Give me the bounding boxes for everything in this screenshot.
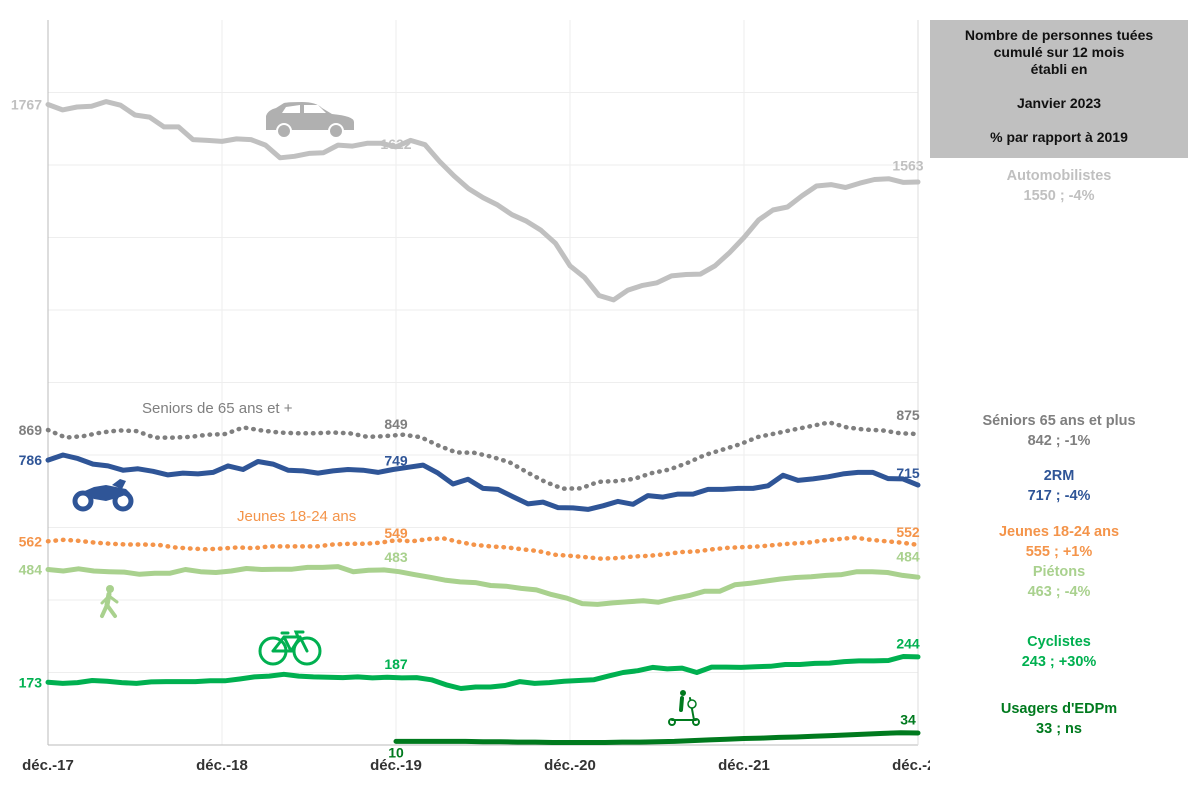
x-tick-label: déc.-17 bbox=[22, 757, 74, 774]
x-tick-label: déc.-21 bbox=[718, 757, 770, 774]
data-label-2rm: 786 bbox=[19, 452, 43, 468]
side-label-name: Jeunes 18-24 ans bbox=[998, 524, 1120, 540]
data-label-edpm: 34 bbox=[900, 712, 916, 728]
data-label-auto: 1622 bbox=[380, 136, 411, 152]
side-label-name: Séniors 65 ans et plus bbox=[982, 413, 1136, 429]
info-title-line-2: cumulé sur 12 mois bbox=[993, 44, 1125, 60]
side-label-name: Cyclistes bbox=[1027, 634, 1091, 650]
side-label-name: 2RM bbox=[1043, 468, 1075, 484]
data-labels: 1767 1622 1563 869 849 875 786 749 715 562 549 552 4… bbox=[11, 96, 924, 760]
annotation-seniors: Seniors de 65 ans et + bbox=[142, 400, 293, 417]
data-label-edpm: 10 bbox=[388, 744, 404, 760]
series-line-pietons bbox=[45, 564, 921, 607]
side-label-seniors: Séniors 65 ans et plus 842 ; -1% bbox=[930, 411, 1188, 451]
x-tick-labels: déc.-17 déc.-18 déc.-19 déc.-20 déc.-21 déc.-… bbox=[22, 757, 930, 774]
side-label-value: 33 ; ns bbox=[1036, 721, 1082, 737]
side-label-cyclistes: Cyclistes 243 ; +30% bbox=[930, 632, 1188, 672]
side-label-value: 1550 ; -4% bbox=[1023, 188, 1095, 204]
side-label-name: Usagers d'EDPm bbox=[1000, 701, 1118, 717]
x-tick-label: déc.-18 bbox=[196, 757, 248, 774]
side-label-pietons: Piétons 463 ; -4% bbox=[930, 562, 1188, 602]
pedestrian-icon bbox=[100, 585, 119, 618]
x-tick-label: déc.-20 bbox=[544, 757, 596, 774]
motorcycle-icon bbox=[72, 479, 134, 512]
series-line-jeunes bbox=[45, 535, 921, 561]
data-label-cyclistes: 244 bbox=[896, 636, 920, 652]
side-label-value: 243 ; +30% bbox=[1021, 654, 1097, 670]
data-label-auto: 1563 bbox=[892, 157, 923, 173]
data-label-2rm: 715 bbox=[896, 465, 920, 481]
series-line-auto bbox=[45, 99, 921, 303]
data-label-seniors: 869 bbox=[19, 422, 43, 438]
info-date: Janvier 2023 bbox=[1016, 95, 1102, 111]
side-label-value: 555 ; +1% bbox=[1025, 544, 1093, 560]
data-label-jeunes: 549 bbox=[384, 525, 408, 541]
series-line-edpm bbox=[393, 730, 921, 745]
side-label-automobilistes: Automobilistes 1550 ; -4% bbox=[930, 166, 1188, 206]
data-label-cyclistes: 173 bbox=[19, 674, 43, 690]
data-label-seniors: 849 bbox=[384, 416, 408, 432]
scooter-icon bbox=[668, 690, 700, 726]
x-tick-label: déc.-22 bbox=[892, 757, 930, 774]
side-label-2rm: 2RM 717 ; -4% bbox=[930, 466, 1188, 506]
series-line-2rm bbox=[45, 452, 921, 512]
side-label-value: 463 ; -4% bbox=[1027, 584, 1091, 600]
info-comparison: % par rapport à 2019 bbox=[990, 129, 1128, 145]
side-label-value: 717 ; -4% bbox=[1027, 488, 1091, 504]
info-title-line-3: établi en bbox=[1030, 61, 1088, 77]
car-icon bbox=[266, 102, 354, 139]
line-chart: déc.-17 déc.-18 déc.-19 déc.-20 déc.-21 déc.-… bbox=[11, 20, 930, 774]
side-label-name: Piétons bbox=[1032, 564, 1086, 580]
side-label-value: 842 ; -1% bbox=[1027, 433, 1091, 449]
side-label-edpm: Usagers d'EDPm 33 ; ns bbox=[930, 699, 1188, 739]
info-spacer bbox=[930, 78, 1188, 95]
data-label-auto: 1767 bbox=[11, 96, 42, 112]
series-lines bbox=[45, 99, 921, 745]
x-tick-label: déc.-19 bbox=[370, 757, 422, 774]
side-label-jeunes: Jeunes 18-24 ans 555 ; +1% bbox=[930, 522, 1188, 562]
data-label-pietons: 483 bbox=[384, 549, 408, 565]
bicycle-icon bbox=[258, 630, 322, 666]
data-label-pietons: 484 bbox=[896, 549, 920, 565]
data-label-pietons: 484 bbox=[19, 562, 43, 578]
data-label-jeunes: 552 bbox=[896, 524, 920, 540]
data-label-jeunes: 562 bbox=[19, 533, 43, 549]
series-line-seniors bbox=[45, 420, 921, 491]
info-spacer bbox=[930, 112, 1188, 129]
annotation-jeunes: Jeunes 18-24 ans bbox=[237, 508, 356, 525]
series-line-cyclistes bbox=[45, 654, 921, 691]
data-label-seniors: 875 bbox=[896, 407, 920, 423]
data-label-cyclistes: 187 bbox=[384, 656, 408, 672]
data-label-2rm: 749 bbox=[384, 452, 408, 468]
side-label-name: Automobilistes bbox=[1006, 168, 1112, 184]
info-box: Nombre de personnes tuées cumulé sur 12 … bbox=[930, 20, 1188, 158]
info-title-line-1: Nombre de personnes tuées bbox=[964, 27, 1154, 43]
